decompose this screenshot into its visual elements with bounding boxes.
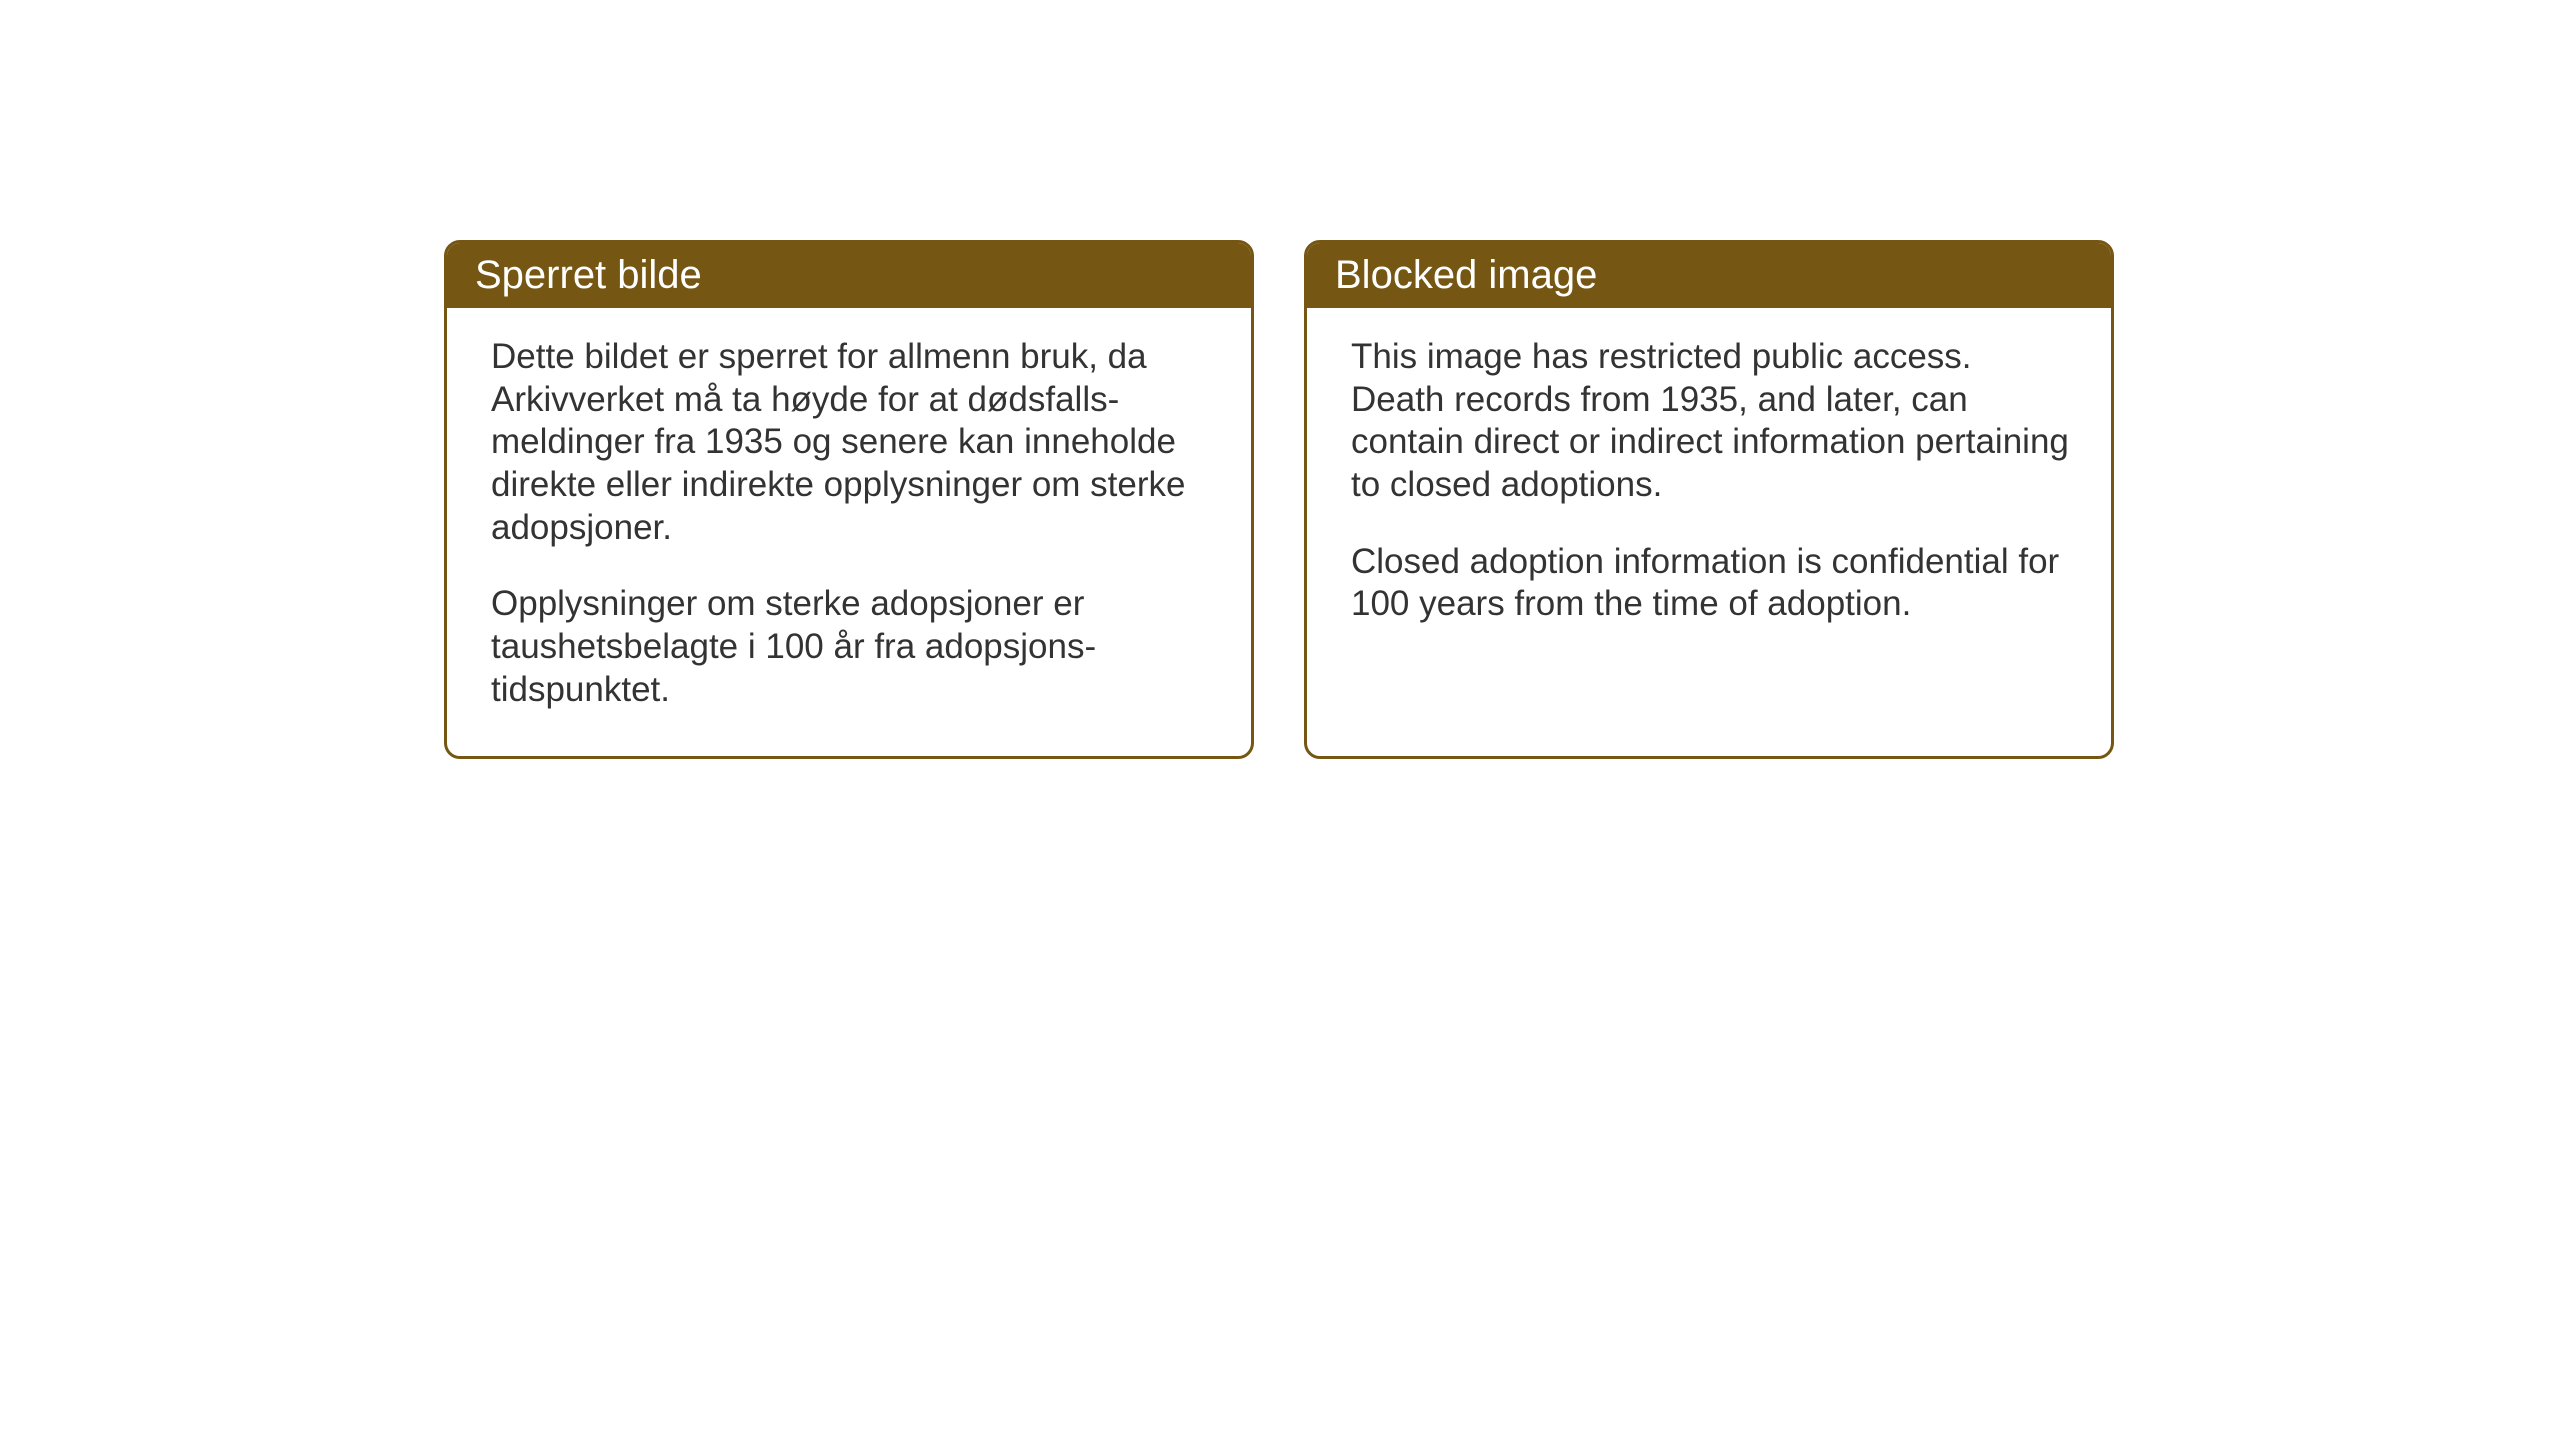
cards-container: Sperret bilde Dette bildet er sperret fo… [444,240,2114,759]
english-paragraph-1: This image has restricted public access.… [1351,336,2073,507]
norwegian-card-title: Sperret bilde [475,253,702,297]
norwegian-card-header: Sperret bilde [447,243,1251,308]
english-card: Blocked image This image has restricted … [1304,240,2114,759]
norwegian-paragraph-1: Dette bildet er sperret for allmenn bruk… [491,336,1213,549]
english-paragraph-2: Closed adoption information is confident… [1351,541,2073,626]
norwegian-card-body: Dette bildet er sperret for allmenn bruk… [447,308,1251,756]
norwegian-paragraph-2: Opplysninger om sterke adopsjoner er tau… [491,583,1213,711]
english-card-title: Blocked image [1335,253,1597,297]
english-card-header: Blocked image [1307,243,2111,308]
norwegian-card: Sperret bilde Dette bildet er sperret fo… [444,240,1254,759]
english-card-body: This image has restricted public access.… [1307,308,2111,670]
